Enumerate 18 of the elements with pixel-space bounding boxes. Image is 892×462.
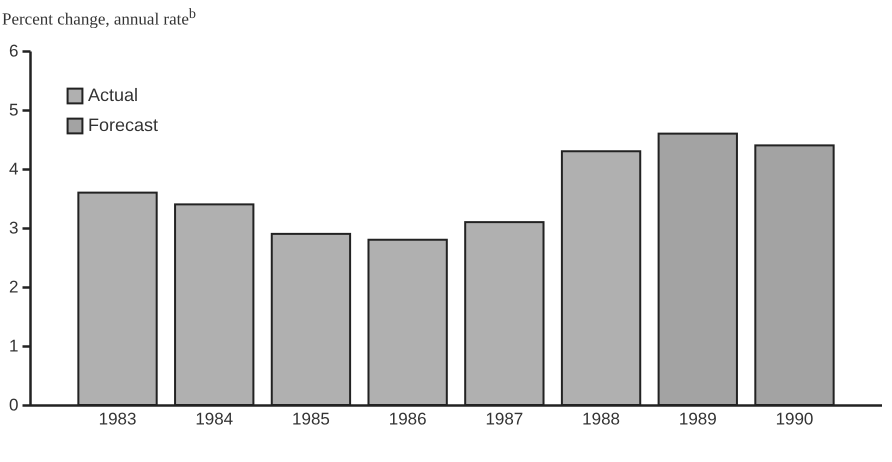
y-tick-label: 5 [9,100,18,120]
legend-label: Actual [88,85,138,105]
x-tick-label: 1989 [678,410,717,428]
legend-label: Forecast [88,115,158,135]
y-tick-label: 3 [9,218,18,238]
y-tick-label: 2 [9,278,18,296]
x-tick-label: 1983 [98,410,136,428]
x-tick-label: 1987 [485,410,524,428]
y-tick-label: 4 [9,160,18,178]
x-tick-label: 1984 [195,410,234,428]
x-tick-label: 1990 [776,410,814,428]
y-tick-label: 6 [9,42,18,60]
y-axis-title: Percent change, annual rate$^{b}$ [2,6,196,30]
x-tick-label: 1985 [292,410,330,428]
y-tick-label: 1 [9,336,18,356]
x-tick-label: 1988 [582,410,620,428]
y-tick-label: 0 [9,396,18,414]
x-tick-label: 1986 [388,410,427,428]
